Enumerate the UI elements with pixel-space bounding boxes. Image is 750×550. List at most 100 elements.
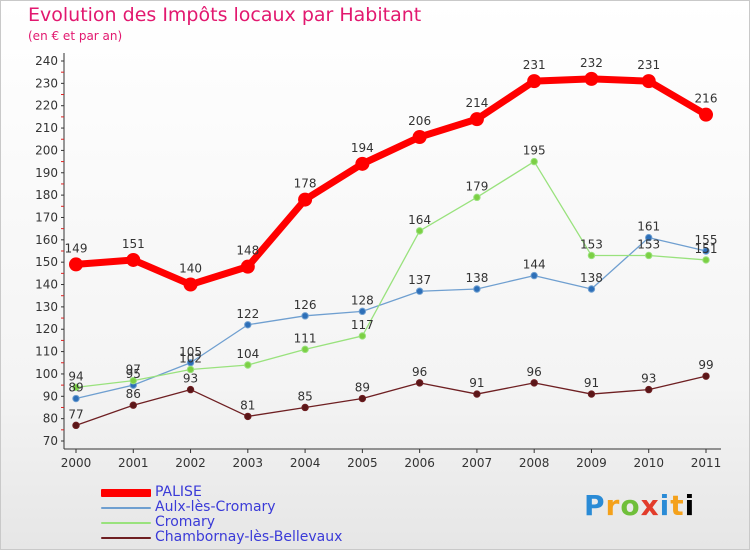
series-cromary — [72, 157, 710, 392]
x-tick-label: 2002 — [175, 456, 206, 470]
legend-swatch — [101, 507, 151, 509]
data-label: 89 — [355, 381, 370, 395]
y-tick-label: 90 — [43, 389, 58, 403]
data-label: 93 — [641, 372, 656, 386]
data-point — [129, 401, 137, 409]
y-tick-label: 100 — [35, 367, 58, 381]
data-point — [358, 307, 367, 316]
data-label: 77 — [68, 407, 83, 421]
data-point — [587, 251, 596, 260]
data-point — [298, 192, 313, 207]
data-label: 105 — [179, 345, 202, 359]
data-label: 149 — [65, 241, 88, 255]
data-label: 137 — [408, 273, 431, 287]
data-label: 128 — [351, 293, 374, 307]
legend-swatch — [101, 522, 151, 524]
series-line — [75, 375, 707, 427]
data-point — [530, 271, 538, 280]
x-tick-label: 2004 — [290, 456, 321, 470]
data-label: 85 — [297, 389, 312, 403]
data-point — [72, 383, 80, 392]
data-point — [355, 156, 370, 171]
data-label: 138 — [465, 271, 488, 285]
data-point — [244, 412, 252, 421]
data-point — [240, 259, 255, 274]
data-label: 195 — [523, 144, 546, 158]
y-tick-label: 150 — [35, 255, 58, 269]
data-label: 153 — [580, 237, 603, 251]
data-label: 231 — [523, 58, 546, 72]
x-tick-label: 2009 — [576, 456, 607, 470]
data-point — [645, 385, 653, 394]
data-point — [301, 403, 309, 412]
y-tick-label: 210 — [35, 121, 58, 135]
series-palise — [69, 71, 713, 292]
data-label: 95 — [126, 367, 141, 381]
data-point — [186, 385, 195, 394]
data-label: 126 — [294, 298, 317, 312]
legend-label: Cromary — [155, 514, 216, 530]
x-tick-label: 2011 — [691, 456, 722, 470]
y-tick-label: 190 — [35, 166, 58, 180]
data-point — [301, 345, 309, 354]
x-tick-label: 2008 — [519, 456, 550, 470]
data-point — [530, 379, 538, 387]
data-label: 111 — [294, 331, 317, 345]
y-tick-label: 200 — [35, 143, 58, 157]
data-label: 138 — [580, 271, 603, 285]
data-label: 97 — [126, 363, 141, 377]
data-label: 148 — [236, 244, 259, 258]
x-tick-label: 2005 — [347, 456, 378, 470]
data-label: 151 — [122, 237, 145, 251]
chart-subtitle: (en € et par an) — [28, 29, 123, 43]
data-point — [527, 74, 542, 89]
data-point — [244, 361, 252, 369]
legend-swatch — [101, 537, 151, 539]
data-point — [72, 421, 80, 430]
data-label: 194 — [351, 141, 374, 155]
data-label: 179 — [465, 179, 488, 193]
y-tick-label: 70 — [43, 434, 58, 448]
x-tick-label: 2003 — [233, 456, 264, 470]
data-point — [645, 233, 653, 242]
data-point — [645, 251, 653, 260]
data-point — [186, 365, 195, 374]
data-label: 93 — [183, 372, 198, 386]
data-point — [358, 332, 367, 340]
series-chambornay-l-s-bellevaux — [72, 372, 710, 430]
data-label: 104 — [236, 347, 259, 361]
data-point — [183, 277, 198, 292]
y-tick-label: 160 — [35, 233, 58, 247]
data-point — [301, 312, 309, 320]
x-tick-label: 2010 — [633, 456, 664, 470]
data-label: 153 — [637, 237, 660, 251]
data-label: 94 — [68, 369, 83, 383]
y-tick-label: 120 — [35, 322, 58, 336]
y-tick-label: 110 — [35, 345, 58, 359]
data-label: 178 — [294, 177, 317, 191]
data-label: 91 — [469, 376, 484, 390]
legend-label: Aulx-lès-Cromary — [155, 499, 276, 515]
data-point — [358, 394, 367, 403]
data-point — [473, 193, 481, 202]
data-point — [415, 379, 424, 387]
y-tick-label: 80 — [43, 412, 58, 426]
data-point — [72, 394, 80, 403]
data-label: 144 — [523, 258, 546, 272]
data-label: 164 — [408, 213, 431, 227]
data-point — [473, 285, 481, 293]
data-label: 117 — [351, 318, 374, 332]
legend-label: PALISE — [155, 484, 202, 500]
data-point — [702, 247, 710, 255]
data-point — [412, 130, 427, 144]
data-point — [126, 252, 141, 267]
x-tick-label: 2000 — [61, 456, 92, 470]
y-tick-label: 220 — [35, 99, 58, 113]
legend-label: Chambornay-lès-Bellevaux — [155, 529, 343, 545]
series-aulx-l-s-cromary — [72, 233, 710, 403]
data-point — [415, 227, 424, 235]
data-point — [587, 390, 596, 398]
data-label: 86 — [126, 387, 141, 401]
data-label: 91 — [584, 376, 599, 390]
